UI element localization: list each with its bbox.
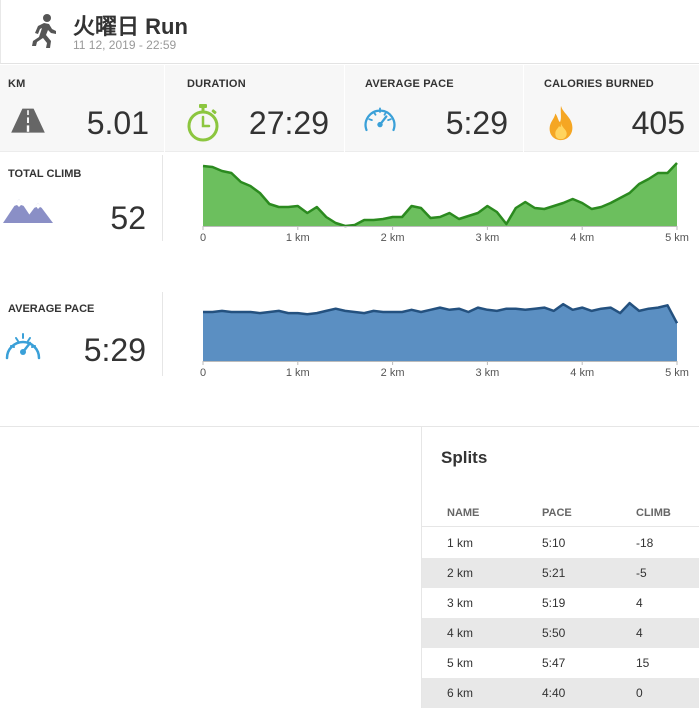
average-pace-value: 5:29 — [83, 332, 146, 368]
split-pace: 5:19 — [542, 596, 566, 610]
elevation-chart-svg: 0 1 km 2 km 3 km 4 km 5 km — [200, 162, 689, 244]
split-name: 6 km — [447, 686, 474, 700]
x-tick-label: 3 km — [475, 232, 499, 244]
split-name: 3 km — [447, 596, 474, 610]
splits-table: Splits NAME PACE CLIMB 1 km 5:10 -18 2 k… — [421, 427, 699, 708]
average-pace-panel: AVERAGE PACE 5:29 — [0, 292, 163, 376]
total-climb-label: TOTAL CLIMB — [8, 168, 82, 180]
x-tick-label: 2 km — [381, 232, 405, 244]
split-climb: -18 — [636, 536, 654, 550]
table-row: 6 km 4:40 0 — [422, 678, 699, 708]
stat-label: KM — [8, 78, 26, 90]
x-tick-label: 3 km — [475, 367, 499, 379]
splits-heading: Splits — [441, 448, 488, 467]
stat-label: CALORIES BURNED — [544, 78, 654, 90]
stat-calories: CALORIES BURNED 405 — [523, 65, 699, 152]
elevation-area — [203, 163, 677, 226]
road-icon — [11, 108, 45, 133]
stopwatch-icon — [187, 104, 219, 142]
stat-label: DURATION — [187, 78, 246, 90]
pace-chart-svg: 0 1 km 2 km 3 km 4 km 5 km — [200, 301, 689, 379]
running-person-icon — [32, 14, 56, 48]
section-divider — [0, 426, 699, 427]
stat-value: 5.01 — [86, 105, 149, 141]
table-row: 5 km 5:47 15 — [422, 648, 699, 678]
elevation-chart: 0 1 km 2 km 3 km 4 km 5 km — [190, 155, 690, 245]
speedometer-icon — [5, 333, 41, 360]
elevation-line — [202, 162, 678, 228]
split-climb: 4 — [636, 596, 643, 610]
pace-line — [203, 301, 679, 324]
stat-label: AVERAGE PACE — [365, 78, 454, 90]
x-tick-label: 2 km — [381, 367, 405, 379]
speedometer-icon — [364, 107, 396, 132]
pace-area — [203, 303, 677, 361]
split-name: 4 km — [447, 626, 474, 640]
x-tick-label: 5 km — [665, 232, 689, 244]
stat-duration: DURATION 27:29 — [164, 65, 343, 152]
split-pace: 5:21 — [542, 566, 566, 580]
average-pace-label: AVERAGE PACE — [8, 303, 95, 315]
table-row: 4 km 5:50 4 — [422, 618, 699, 648]
split-pace: 5:47 — [542, 656, 566, 670]
stat-average-pace: AVERAGE PACE 5:29 — [344, 65, 522, 152]
column-header-pace: PACE — [542, 507, 572, 519]
split-pace: 5:10 — [542, 536, 566, 550]
pace-chart: 0 1 km 2 km 3 km 4 km 5 km — [190, 292, 690, 382]
split-name: 2 km — [447, 566, 474, 580]
mountains-icon — [3, 199, 53, 223]
table-row: 1 km 5:10 -18 — [422, 528, 699, 558]
flame-icon — [549, 105, 573, 141]
x-tick-label: 0 — [200, 232, 206, 244]
split-pace: 4:40 — [542, 686, 566, 700]
summary-stats: KM 5.01 DURATION 27:29 AVERAGE PACE 5:29 — [0, 65, 699, 152]
x-tick-label: 1 km — [286, 232, 310, 244]
activity-date: 11 12, 2019 - 22:59 — [73, 38, 177, 52]
x-tick-label: 4 km — [570, 232, 594, 244]
table-row: 3 km 5:19 4 — [422, 588, 699, 618]
split-climb: -5 — [636, 566, 647, 580]
x-tick-label: 1 km — [286, 367, 310, 379]
total-climb-panel: TOTAL CLIMB 52 — [0, 155, 163, 241]
split-name: 1 km — [447, 536, 474, 550]
split-climb: 4 — [636, 626, 643, 640]
stat-value: 27:29 — [248, 105, 329, 141]
x-tick-label: 0 — [200, 367, 206, 379]
split-climb: 0 — [636, 686, 643, 700]
column-header-name: NAME — [447, 507, 480, 519]
stat-value: 405 — [631, 105, 685, 141]
x-tick-label: 5 km — [665, 367, 689, 379]
activity-title: 火曜日 Run — [73, 14, 188, 39]
split-climb: 15 — [636, 656, 650, 670]
splits-header-row: NAME PACE CLIMB — [422, 499, 699, 527]
column-header-climb: CLIMB — [636, 507, 671, 519]
stat-value: 5:29 — [445, 105, 508, 141]
activity-header: 火曜日 Run 11 12, 2019 - 22:59 — [0, 0, 699, 64]
table-row: 2 km 5:21 -5 — [422, 558, 699, 588]
total-climb-value: 52 — [110, 200, 146, 236]
split-pace: 5:50 — [542, 626, 566, 640]
stat-distance: KM 5.01 — [0, 65, 163, 152]
split-name: 5 km — [447, 656, 474, 670]
x-tick-label: 4 km — [570, 367, 594, 379]
